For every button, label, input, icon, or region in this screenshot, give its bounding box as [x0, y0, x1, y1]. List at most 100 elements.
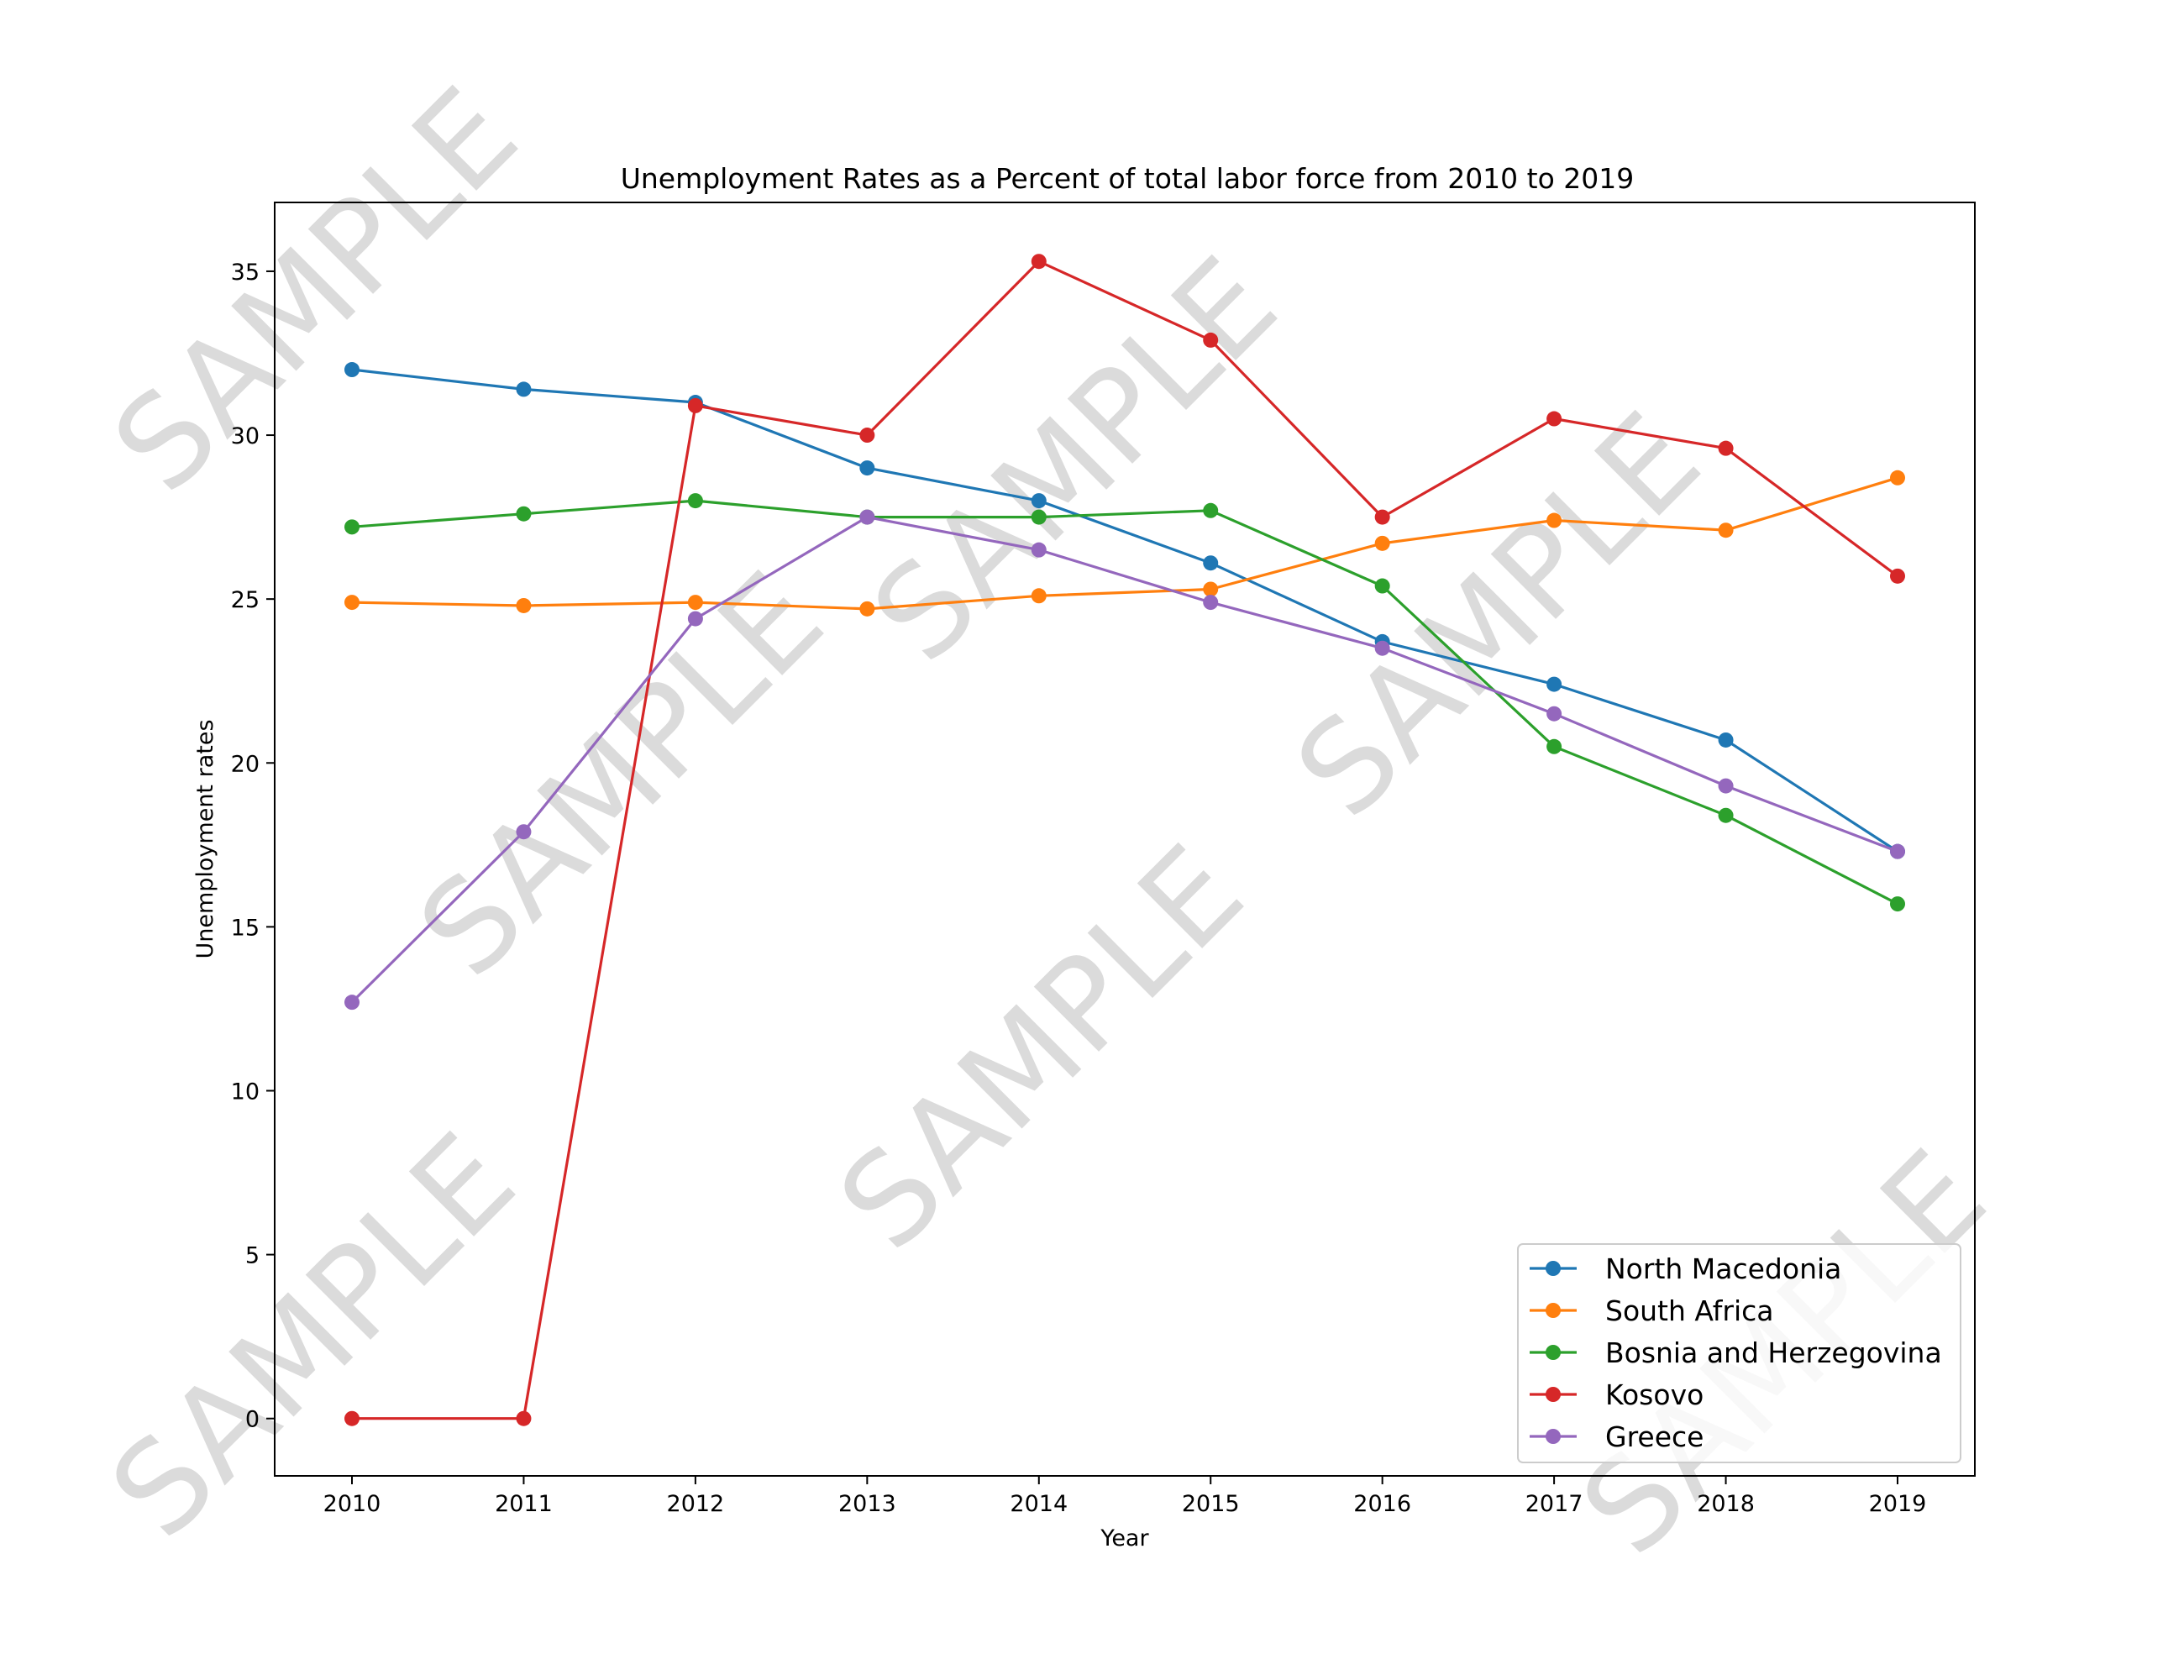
data-point-kosovo: [1718, 440, 1734, 456]
y-axis-label: Unemployment rates: [192, 719, 218, 958]
series-line-kosovo: [352, 260, 1898, 1420]
series-greece: [344, 509, 1905, 1011]
data-point-south-africa: [1374, 535, 1390, 551]
watermark-text: SAMPLE: [392, 546, 851, 1005]
data-point-greece: [859, 509, 875, 525]
legend-marker-swatch: [1546, 1345, 1561, 1360]
legend: North Macedonia South Africa Bosnia and He…: [1517, 1243, 1961, 1463]
watermark-text: SAMPLE: [87, 61, 545, 520]
x-tick-label: 2011: [495, 1491, 553, 1517]
data-point-north-macedonia: [1203, 555, 1219, 571]
series-south-africa: [344, 470, 1905, 617]
x-tick-label: 2010: [323, 1491, 381, 1517]
x-tick-label: 2014: [1010, 1491, 1068, 1517]
data-point-north-macedonia: [1546, 676, 1562, 692]
series-layer: [344, 254, 1905, 1426]
series-line-north-macedonia: [351, 368, 1898, 853]
data-point-north-macedonia: [1718, 732, 1734, 748]
x-tick-label: 2019: [1869, 1491, 1927, 1517]
watermark-text: SAMPLE: [84, 1107, 543, 1566]
y-tick-label: 20: [231, 751, 260, 777]
series-line-bosnia-and-herzegovina: [351, 499, 1898, 906]
data-point-greece: [1890, 843, 1905, 859]
axis-ticks: 2010 2011 2012 2013 2014 2015 2016 2017 2018 2019…: [231, 260, 1927, 1517]
y-tick-label: 15: [231, 915, 260, 941]
plot-frame: [274, 202, 1976, 1477]
x-tick-label: 2012: [667, 1491, 725, 1517]
series-line-greece: [350, 515, 1898, 1004]
data-point-north-macedonia: [344, 362, 360, 378]
data-point-greece: [516, 824, 532, 840]
data-point-north-macedonia: [859, 460, 875, 476]
data-point-greece: [1374, 640, 1390, 656]
watermark-text: SAMPLE: [846, 231, 1305, 690]
legend-label: Bosnia and Herzegovina: [1605, 1336, 1942, 1369]
series-line-south-africa: [351, 476, 1898, 611]
x-tick-label: 2015: [1182, 1491, 1240, 1517]
data-point-kosovo: [1203, 332, 1219, 348]
legend-item: Greece: [1530, 1420, 1704, 1453]
legend-label: South Africa: [1605, 1294, 1774, 1327]
data-point-south-africa: [1718, 522, 1734, 538]
data-point-bosnia-and-herzegovina: [1374, 578, 1390, 594]
data-point-south-africa: [516, 597, 532, 613]
data-point-south-africa: [687, 595, 703, 611]
data-point-bosnia-and-herzegovina: [1203, 502, 1219, 518]
legend-label: Greece: [1605, 1420, 1704, 1453]
x-tick-label: 2016: [1353, 1491, 1411, 1517]
legend-box: [1517, 1243, 1961, 1463]
data-point-kosovo: [1546, 411, 1562, 427]
data-point-kosovo: [344, 1410, 360, 1426]
data-point-kosovo: [1031, 254, 1047, 270]
legend-item: North Macedonia: [1530, 1252, 1841, 1285]
data-point-bosnia-and-herzegovina: [1546, 738, 1562, 754]
data-point-north-macedonia: [516, 381, 532, 397]
data-point-kosovo: [516, 1410, 532, 1426]
x-axis-label: Year: [1100, 1525, 1149, 1551]
data-point-south-africa: [1890, 470, 1905, 486]
data-point-bosnia-and-herzegovina: [1031, 509, 1047, 525]
legend-marker-swatch: [1546, 1387, 1561, 1402]
x-tick-label: 2018: [1697, 1491, 1755, 1517]
data-point-kosovo: [1374, 509, 1390, 525]
watermark-text: SAMPLE: [1269, 386, 1728, 845]
chart-title: Unemployment Rates as a Percent of total…: [621, 162, 1635, 195]
data-point-south-africa: [1546, 512, 1562, 528]
watermark-text: SAMPLE: [812, 819, 1271, 1278]
y-tick-label: 30: [231, 423, 260, 449]
data-point-greece: [344, 995, 360, 1011]
data-point-bosnia-and-herzegovina: [1890, 896, 1905, 912]
data-point-bosnia-and-herzegovina: [516, 506, 532, 522]
y-tick-label: 25: [231, 587, 260, 613]
data-point-greece: [1031, 542, 1047, 558]
y-tick-label: 35: [231, 260, 260, 286]
legend-item: Bosnia and Herzegovina: [1530, 1336, 1942, 1369]
legend-marker-swatch: [1546, 1261, 1561, 1276]
legend-item: South Africa: [1530, 1294, 1774, 1327]
data-point-bosnia-and-herzegovina: [687, 493, 703, 509]
data-point-kosovo: [1890, 568, 1905, 584]
data-point-south-africa: [1031, 588, 1047, 604]
data-point-north-macedonia: [1031, 493, 1047, 509]
data-point-south-africa: [1203, 581, 1219, 597]
data-point-kosovo: [687, 397, 703, 413]
data-point-greece: [1203, 595, 1219, 611]
data-point-south-africa: [344, 595, 360, 611]
x-tick-label: 2017: [1525, 1491, 1583, 1517]
legend-label: North Macedonia: [1605, 1252, 1841, 1285]
data-point-kosovo: [859, 428, 875, 444]
series-kosovo: [344, 254, 1905, 1426]
data-point-greece: [1546, 706, 1562, 722]
y-tick-label: 5: [245, 1243, 260, 1269]
data-point-greece: [1718, 778, 1734, 794]
data-point-south-africa: [859, 601, 875, 617]
y-tick-label: 0: [245, 1407, 260, 1433]
legend-marker-swatch: [1546, 1303, 1561, 1318]
x-tick-label: 2013: [838, 1491, 896, 1517]
legend-label: Kosovo: [1605, 1378, 1704, 1411]
legend-item: Kosovo: [1530, 1378, 1704, 1411]
y-tick-label: 10: [231, 1079, 260, 1105]
data-point-bosnia-and-herzegovina: [1718, 807, 1734, 823]
legend-marker-swatch: [1546, 1429, 1561, 1444]
